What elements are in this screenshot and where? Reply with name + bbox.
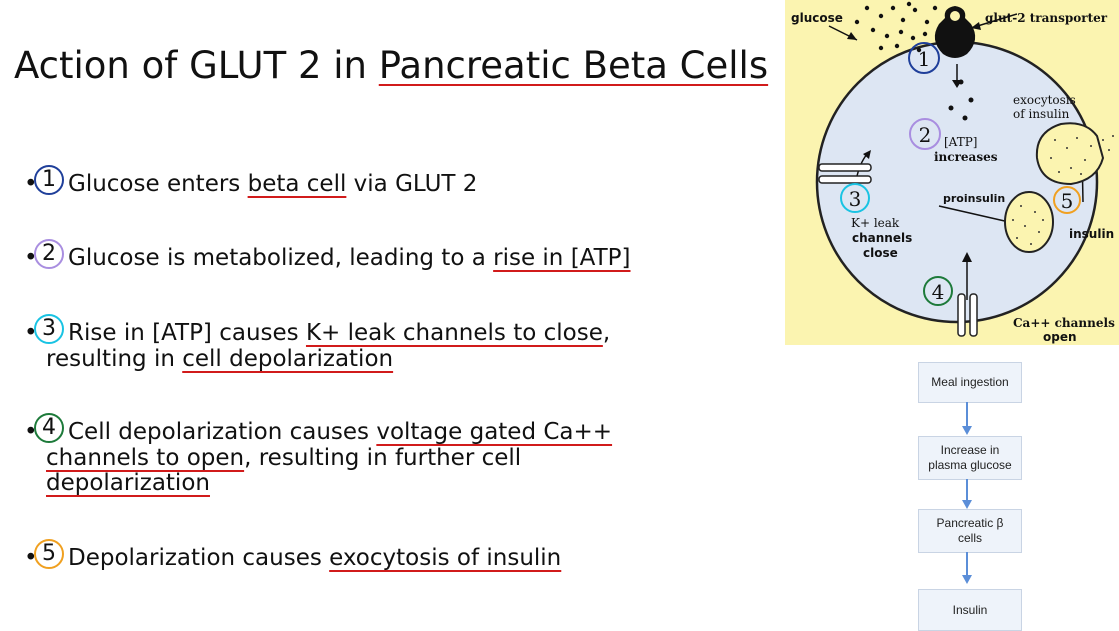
underlined-term: K+ leak channels to close bbox=[305, 320, 603, 346]
underlined-term: channels to open bbox=[46, 445, 245, 471]
glucose-molecules bbox=[854, 1, 974, 121]
flow-arrow-1 bbox=[966, 402, 968, 428]
text-segment: via GLUT 2 bbox=[346, 171, 478, 197]
flow-step-text: Insulin bbox=[952, 602, 988, 617]
flow-step-text: plasma glucose bbox=[928, 458, 1012, 472]
step-marker-5: 5 bbox=[34, 539, 64, 569]
bullet-text-3: Rise in [ATP] causes K+ leak channels to… bbox=[68, 320, 610, 346]
text-segment: Glucose is metabolized, leading to a bbox=[68, 245, 494, 271]
step-marker-3: 3 bbox=[34, 314, 64, 344]
flow-step-text: cells bbox=[957, 531, 982, 545]
flow-step-increase-glucose: Increase in plasma glucose bbox=[918, 436, 1022, 480]
beta-cell-svg: 1 2 3 4 5 glucose glut-2 transporter exo… bbox=[785, 0, 1119, 345]
bullet-text-3-line2: resulting in cell depolarization bbox=[46, 346, 393, 372]
diagram-marker-2 bbox=[909, 118, 941, 150]
underlined-term: rise in [ATP] bbox=[493, 245, 631, 271]
flow-step-pancreatic-beta-cells: Pancreatic β cells bbox=[918, 509, 1022, 553]
label-insulin: insulin bbox=[1069, 227, 1114, 241]
diagram-marker-4 bbox=[923, 276, 953, 306]
bullet-text-5: Depolarization causes exocytosis of insu… bbox=[68, 545, 561, 571]
label-proinsulin: proinsulin bbox=[943, 192, 1005, 205]
diagram-arrows bbox=[828, 13, 1084, 300]
label-glucose: glucose bbox=[791, 11, 843, 25]
flow-step-meal-ingestion: Meal ingestion bbox=[918, 362, 1022, 403]
diagram-marker-5 bbox=[1053, 186, 1081, 214]
flow-arrowhead-3 bbox=[962, 575, 972, 584]
insulin-flowchart: Meal ingestion Increase in plasma glucose… bbox=[918, 362, 1022, 631]
exocytosis-vesicle bbox=[1035, 122, 1105, 186]
text-segment: Cell depolarization causes bbox=[68, 419, 377, 445]
text-segment: resulting in bbox=[46, 346, 183, 372]
marker-number-2: 2 bbox=[919, 123, 932, 147]
step-marker-1: 1 bbox=[34, 165, 64, 195]
step-marker-4: 4 bbox=[34, 413, 64, 443]
bullet-text-1: Glucose enters beta cell via GLUT 2 bbox=[68, 171, 477, 197]
underlined-term: voltage gated Ca++ bbox=[376, 419, 613, 445]
label-exocytosis-2: of insulin bbox=[1013, 107, 1070, 121]
flow-arrowhead-2 bbox=[962, 500, 972, 509]
insulin-granules bbox=[1050, 135, 1114, 175]
bullet-text-2: Glucose is metabolized, leading to a ris… bbox=[68, 245, 631, 271]
label-k-channels: channels bbox=[852, 231, 912, 245]
label-atp: [ATP] bbox=[944, 135, 977, 149]
diagram-markers bbox=[840, 42, 1081, 306]
ca-channel bbox=[957, 293, 978, 337]
underlined-term: beta cell bbox=[247, 171, 347, 197]
flow-arrow-3 bbox=[966, 552, 968, 578]
label-ca-channels: Ca++ channels bbox=[1013, 316, 1115, 330]
text-segment: , bbox=[602, 320, 611, 346]
diagram-marker-3 bbox=[840, 183, 870, 213]
bullet-text-4-line3: depolarization bbox=[46, 470, 210, 496]
flow-arrow-2 bbox=[966, 479, 968, 503]
proinsulin-granules bbox=[1012, 205, 1044, 245]
text-segment: Glucose enters bbox=[68, 171, 248, 197]
glut2-pore bbox=[950, 11, 960, 21]
flow-step-text: Meal ingestion bbox=[931, 375, 1009, 389]
label-exocytosis-1: exocytosis bbox=[1013, 93, 1076, 107]
marker-number-4: 4 bbox=[932, 280, 945, 304]
slide-title: Action of GLUT 2 in Pancreatic Beta Cell… bbox=[14, 44, 768, 87]
label-increases: increases bbox=[934, 150, 998, 164]
label-glut2-transporter: glut-2 transporter bbox=[985, 11, 1108, 25]
title-underlined: Pancreatic Beta Cells bbox=[378, 44, 769, 87]
bullet-text-4-line2: channels to open, resulting in further c… bbox=[46, 445, 521, 471]
text-segment: , resulting in further cell bbox=[244, 445, 522, 471]
flow-step-text: Increase in bbox=[940, 443, 1000, 457]
label-k-close: close bbox=[863, 246, 898, 260]
proinsulin-vesicle bbox=[1004, 191, 1054, 253]
k-leak-channel bbox=[818, 163, 872, 184]
diagram-marker-numbers: 1 2 3 4 5 bbox=[849, 47, 1074, 304]
bullet-text-4: Cell depolarization causes voltage gated… bbox=[68, 419, 612, 445]
beta-cell-diagram: 1 2 3 4 5 glucose glut-2 transporter exo… bbox=[785, 0, 1119, 345]
underlined-term: cell depolarization bbox=[182, 346, 394, 372]
title-prefix: Action of GLUT 2 in bbox=[14, 44, 379, 87]
glut2-transporter-shape bbox=[934, 6, 976, 58]
underlined-term: depolarization bbox=[46, 470, 210, 496]
diagram-marker-1 bbox=[908, 42, 940, 74]
marker-number-3: 3 bbox=[849, 187, 862, 211]
text-segment: Rise in [ATP] causes bbox=[68, 320, 306, 346]
marker-number-5: 5 bbox=[1061, 189, 1074, 213]
step-marker-2: 2 bbox=[34, 239, 64, 269]
marker-number-1: 1 bbox=[918, 47, 931, 71]
label-k-leak: K+ leak bbox=[851, 216, 900, 230]
label-ca-open: open bbox=[1043, 330, 1077, 344]
underlined-term: exocytosis of insulin bbox=[329, 545, 562, 571]
flow-arrowhead-1 bbox=[962, 426, 972, 435]
flow-step-text: Pancreatic β bbox=[936, 516, 1004, 530]
text-segment: Depolarization causes bbox=[68, 545, 330, 571]
flow-step-insulin: Insulin bbox=[918, 589, 1022, 631]
